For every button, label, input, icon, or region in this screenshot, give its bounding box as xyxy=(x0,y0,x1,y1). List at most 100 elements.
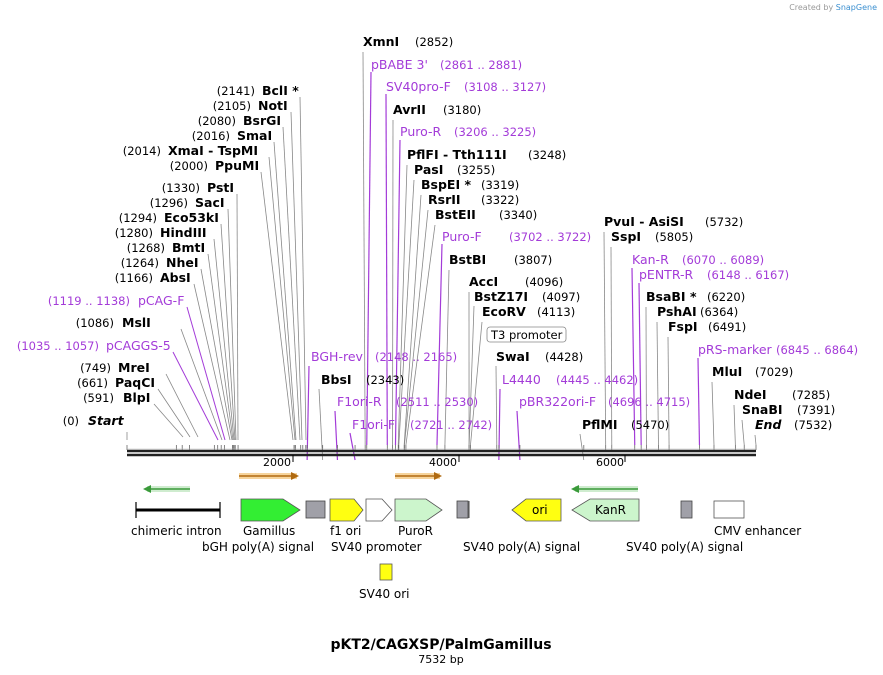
site-pos-bmti: (1268) xyxy=(127,241,165,255)
site-pos-noti: (2105) xyxy=(213,99,251,113)
connector-pshai xyxy=(656,321,659,446)
site-label-pbabe-3: pBABE 3' xyxy=(371,57,428,72)
connector-pbr322ori-f xyxy=(516,410,521,461)
site-label-ppumi: PpuMI xyxy=(215,158,259,173)
features: ori KanR chimeric intron Gamillus bGH po… xyxy=(131,498,801,601)
caption-puror: PuroR xyxy=(398,524,433,538)
site-pos-msli: (1086) xyxy=(76,316,114,330)
site-label-end: End xyxy=(755,417,782,432)
connector-bsrgi xyxy=(282,126,301,441)
site-pos-saci: (1296) xyxy=(150,196,188,210)
orf-arrow-1 xyxy=(143,485,190,493)
connector-xmni xyxy=(362,51,366,446)
caption-gamillus: Gamillus xyxy=(243,524,295,538)
connector-pcaggs-5 xyxy=(172,351,219,441)
ruler: 2000 4000 6000 xyxy=(263,455,626,469)
feature-bgh-polya xyxy=(305,500,326,519)
site-pos-pcaggs-5: (1035 .. 1057) xyxy=(17,339,99,353)
site-label-pentr-r: pENTR-R xyxy=(639,267,694,282)
feature-f1-ori xyxy=(329,498,364,522)
feature-kanr-label: KanR xyxy=(595,503,626,517)
site-label-bbsi: BbsI xyxy=(321,372,352,387)
site-pos-puro-f: (3702 .. 3722) xyxy=(509,230,591,244)
connector-pbabe-3 xyxy=(366,71,372,446)
watermark: Created by SnapGene xyxy=(789,3,877,12)
caption-sv40-promoter: SV40 promoter xyxy=(331,540,422,554)
site-label-mrei: MreI xyxy=(118,360,150,375)
feature-sv40-polya-2 xyxy=(680,500,693,519)
site-label-pvui: PvuI - AsiSI xyxy=(604,214,684,229)
connector-ppumi xyxy=(260,171,294,441)
connector-puro-r xyxy=(394,139,401,446)
site-label-bcli: BclI * xyxy=(262,83,299,98)
connector-noti xyxy=(290,111,303,441)
site-label-start: Start xyxy=(88,413,125,428)
connector-paqci xyxy=(157,388,191,438)
site-label-psti: PstI xyxy=(207,180,234,195)
connector-saci xyxy=(227,208,237,441)
map-length: 7532 bp xyxy=(418,653,463,666)
caption-bgh-polya: bGH poly(A) signal xyxy=(202,540,314,554)
site-pos-pbabe-3: (2861 .. 2881) xyxy=(440,58,522,72)
caption-chimeric-intron: chimeric intron xyxy=(131,524,222,538)
connector-xmai xyxy=(268,156,296,441)
site-pos-pentr-r: (6148 .. 6167) xyxy=(707,268,789,282)
site-label-bmti: BmtI xyxy=(172,240,205,255)
site-label-msli: MslI xyxy=(122,315,151,330)
connector-pcag-f xyxy=(186,306,226,441)
site-pos-smai: (2016) xyxy=(192,129,230,143)
site-pos-ndei: (7285) xyxy=(792,388,830,402)
site-label-mlui: MluI xyxy=(712,364,742,379)
orf-arrow-4 xyxy=(571,485,638,493)
site-label-bstbi: BstBI xyxy=(449,252,486,267)
snapgene-brand: SnapGene xyxy=(835,3,877,12)
site-label-kan-r: Kan-R xyxy=(632,252,669,267)
site-pos-pcag-f: (1119 .. 1138) xyxy=(48,294,130,308)
site-label-acci: AccI xyxy=(469,274,498,289)
connector-hindiii xyxy=(213,238,235,441)
site-pos-bgh-rev: (2148 .. 2165) xyxy=(375,350,457,364)
site-pos-end: (7532) xyxy=(794,418,832,432)
feature-cmv-enhancer xyxy=(713,500,745,519)
site-label-puro-r: Puro-R xyxy=(400,124,441,139)
connector-fspi xyxy=(667,336,670,446)
connector-nhei xyxy=(200,268,233,441)
site-label-rsrii: RsrII xyxy=(428,192,461,207)
connector-sv40pro-f xyxy=(385,93,388,446)
site-label-eco53ki: Eco53kI xyxy=(164,210,219,225)
connector-bstbi xyxy=(444,269,450,446)
connector-pasi xyxy=(398,179,415,446)
site-label-bstz17i: BstZ17I xyxy=(474,289,528,304)
feature-sv40-promoter xyxy=(365,498,393,522)
feature-sv40-ori xyxy=(379,563,393,581)
connector-kan-r xyxy=(631,267,636,446)
map-title: pKT2/CAGXSP/PalmGamillus xyxy=(330,637,551,653)
connector-end xyxy=(754,434,757,446)
feature-puror xyxy=(394,498,443,522)
connector-pvui xyxy=(603,231,607,446)
site-pos-absi: (1166) xyxy=(115,271,153,285)
t3-promoter-label: T3 promoter xyxy=(490,328,563,342)
site-pos-ecorv: (4113) xyxy=(537,305,575,319)
site-pos-bstbi: (3807) xyxy=(514,253,552,267)
site-label-hindiii: HindIII xyxy=(160,225,207,240)
site-pos-bcli: (2141) xyxy=(217,84,255,98)
site-pos-bspei: (3319) xyxy=(481,178,519,192)
site-pos-pflmi: (5470) xyxy=(631,418,669,432)
connector-absi xyxy=(193,283,231,441)
connector-psti xyxy=(236,193,239,441)
site-label-prs-marker: pRS-marker xyxy=(698,342,773,357)
site-pos-bsabi: (6220) xyxy=(707,290,745,304)
connector-prs-marker xyxy=(697,357,701,446)
orf-arrow-2 xyxy=(239,472,299,480)
site-pos-nhei: (1264) xyxy=(121,256,159,270)
site-label-saci: SacI xyxy=(195,195,225,210)
site-label-pflfi: PflFI - Tth111I xyxy=(407,147,507,162)
connector-sspi xyxy=(610,246,613,446)
site-label-blpi: BlpI xyxy=(123,390,150,405)
connector-puro-f xyxy=(436,243,443,446)
site-pos-snabi: (7391) xyxy=(797,403,835,417)
site-pos-bbsi: (2343) xyxy=(366,373,404,387)
feature-gamillus xyxy=(240,498,301,522)
site-pos-paqci: (661) xyxy=(77,376,108,390)
